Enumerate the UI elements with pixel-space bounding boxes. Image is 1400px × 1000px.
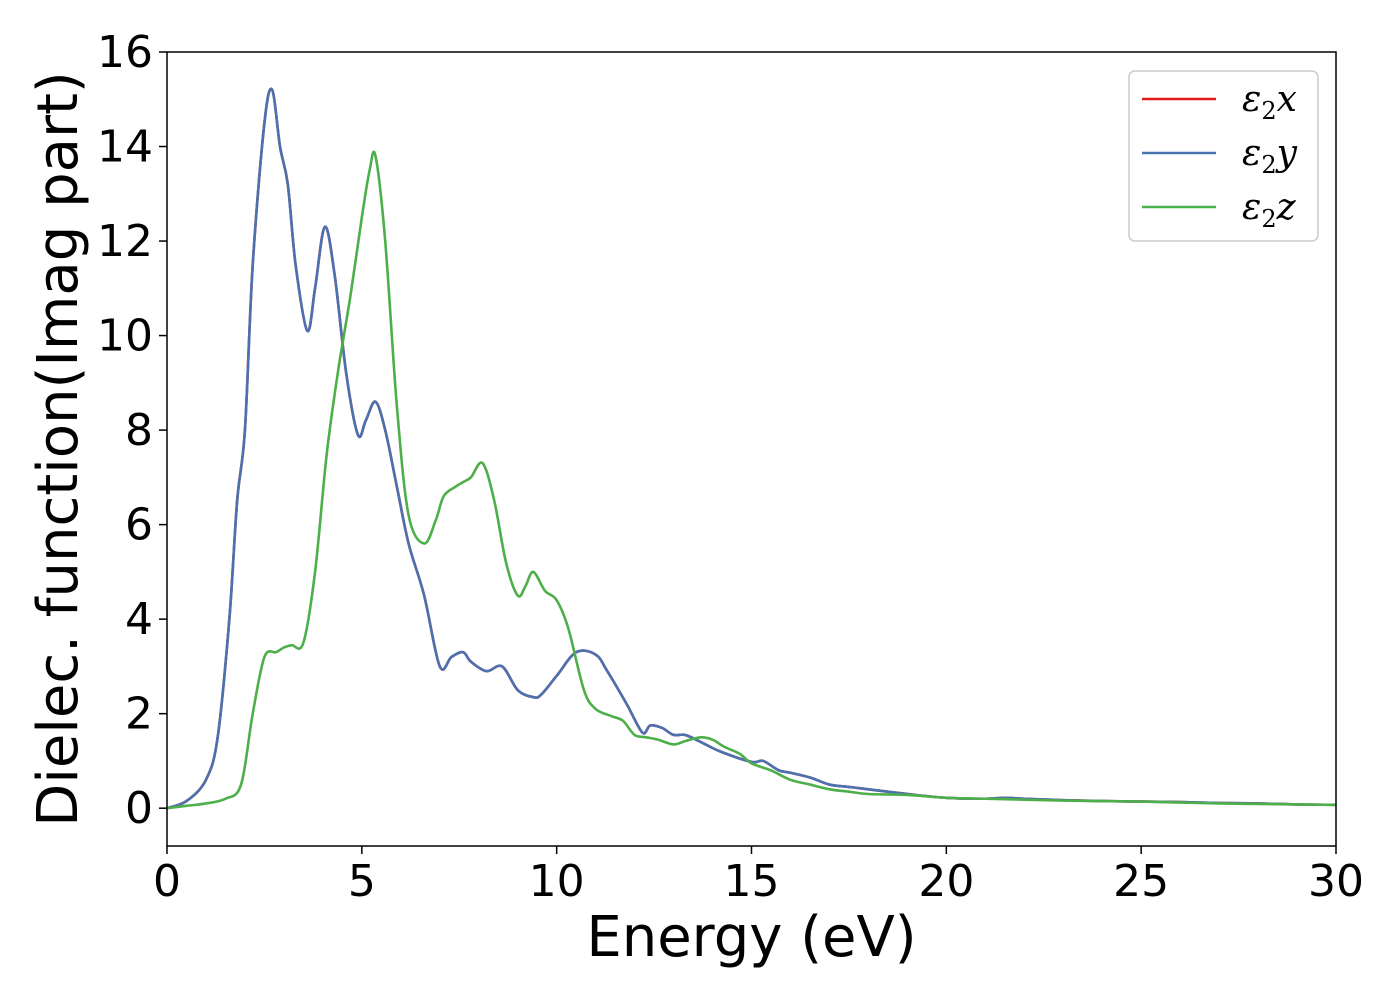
y-tick-label: 12: [97, 216, 153, 267]
x-tick-label: 0: [153, 856, 181, 907]
x-tick-label: 10: [529, 856, 585, 907]
x-axis-title: Energy (eV): [586, 905, 916, 970]
x-tick-label: 15: [724, 856, 780, 907]
legend-label-x: ε2x: [1242, 79, 1297, 125]
y-tick-label: 6: [125, 500, 153, 551]
y-tick-label: 8: [125, 405, 153, 456]
x-tick-label: 5: [348, 856, 376, 907]
x-tick-label: 30: [1308, 856, 1364, 907]
y-tick-label: 16: [97, 27, 153, 78]
y-tick-label: 2: [125, 689, 153, 740]
legend: ε2x ε2y ε2z: [1128, 70, 1319, 242]
legend-label-y: ε2y: [1242, 133, 1298, 179]
legend-label-z: ε2z: [1242, 187, 1297, 233]
series-line-z: [166, 150, 1337, 810]
y-axis-title: Dielec. function(Imag part): [26, 71, 91, 827]
x-axis-ticks: 0 5 10 15 20 25 30: [153, 846, 1364, 907]
x-tick-label: 20: [918, 856, 974, 907]
y-tick-label: 10: [97, 311, 153, 362]
y-tick-label: 14: [97, 122, 153, 173]
series-layer: [166, 87, 1337, 810]
x-tick-label: 25: [1113, 856, 1169, 907]
y-tick-label: 4: [125, 594, 153, 645]
legend-box: [1128, 70, 1319, 242]
y-axis-ticks: 0 2 4 6 8 10 12 14 16: [97, 27, 167, 834]
y-tick-label: 0: [125, 783, 153, 834]
